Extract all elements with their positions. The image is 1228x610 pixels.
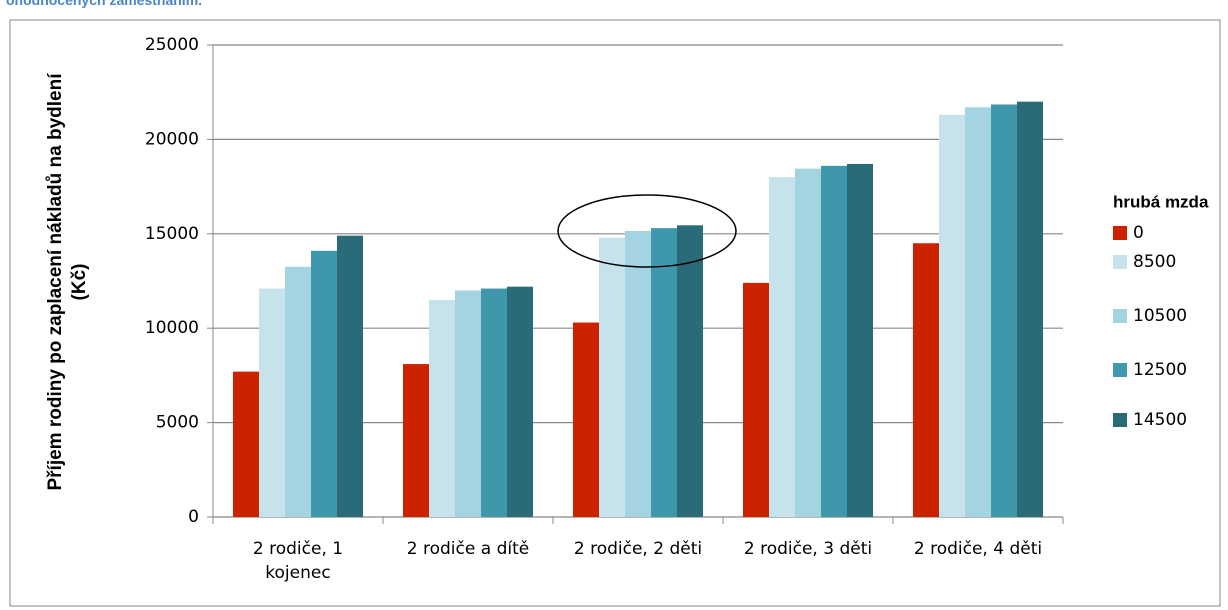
bar [337,235,363,518]
chart-frame [9,19,1221,607]
legend-label: 12500 [1133,360,1187,380]
y-tick-label: 5000 [156,413,199,433]
bar [965,107,991,517]
bar [913,243,939,518]
legend-label: 10500 [1133,306,1187,326]
highlight-ellipse [557,194,737,268]
legend-title: hrubá mzda [1113,192,1209,211]
bar [403,364,429,517]
legend-swatch [1113,363,1127,377]
bar [599,237,625,518]
bar [821,165,847,517]
legend-label: 0 [1133,223,1144,243]
x-tick-label: 2 rodiče, 1 kojenec [252,539,344,583]
bar [507,286,533,517]
y-axis-label: Příjem rodiny po zaplacení nákladů na by… [45,73,90,491]
legend-swatch [1113,413,1127,427]
y-tick-label: 0 [188,507,199,527]
bar [743,282,769,517]
bar [481,288,507,517]
bar [573,322,599,517]
legend-swatch [1113,255,1127,269]
bar [991,104,1017,518]
bar [847,163,873,517]
bar [259,288,285,517]
x-tick-label: 2 rodiče a dítě [406,539,530,559]
x-tick-label: 2 rodiče, 4 děti [913,539,1043,559]
y-tick-label: 15000 [145,224,199,244]
y-tick-label: 20000 [145,129,199,149]
bar [285,266,311,517]
bar [625,230,651,517]
y-tick-label: 10000 [145,318,199,338]
bar [233,371,259,517]
bar [455,290,481,517]
legend-swatch [1113,309,1127,323]
bar [1017,101,1043,517]
bar [939,114,965,517]
legend-label: 8500 [1133,252,1176,272]
bar [429,299,455,517]
bar [769,177,795,517]
bar [677,225,703,517]
legend-label: 14500 [1133,410,1187,430]
x-tick-label: 2 rodiče, 2 děti [573,539,703,559]
x-tick-label: 2 rodiče, 3 děti [743,539,873,559]
bar [311,250,337,518]
bar [651,228,677,518]
heading: ohodnocených zaměstnáním. [6,0,203,8]
legend-swatch [1113,226,1127,240]
bar [795,168,821,517]
y-tick-label: 25000 [145,35,199,55]
